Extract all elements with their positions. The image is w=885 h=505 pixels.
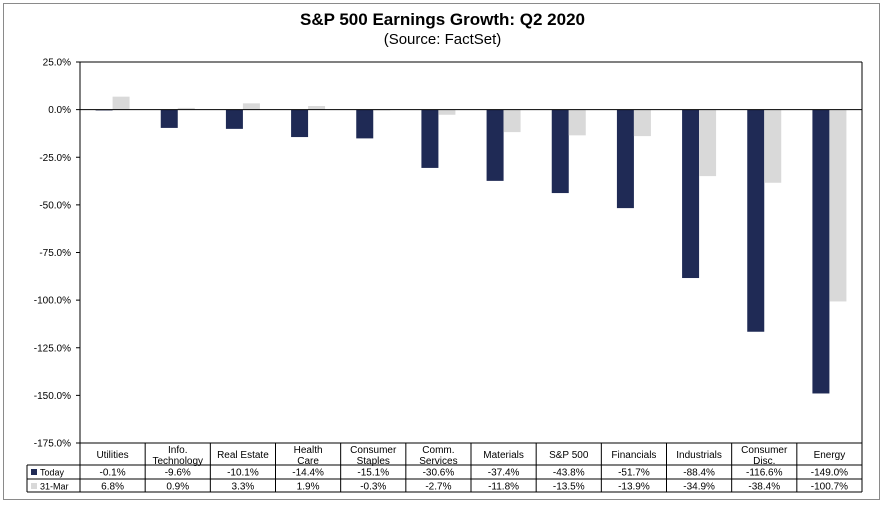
y-tick-label: -125.0% xyxy=(34,343,71,354)
data-table-cell: -37.4% xyxy=(488,468,520,479)
bar-today xyxy=(551,109,569,194)
data-table-cell: -30.6% xyxy=(423,468,455,479)
y-tick-label: 25.0% xyxy=(43,58,71,69)
category-label: Industrials xyxy=(676,450,722,461)
data-table-cell: -0.1% xyxy=(100,468,126,479)
data-table-cell: -38.4% xyxy=(748,482,780,493)
legend-label-today: Today xyxy=(40,468,65,478)
chart-title: S&P 500 Earnings Growth: Q2 2020 xyxy=(299,10,585,29)
bar-today xyxy=(682,109,700,279)
bar-31-mar xyxy=(308,106,326,110)
bar-today xyxy=(812,109,830,394)
data-table-cell: 1.9% xyxy=(297,482,320,493)
category-label: Health xyxy=(294,445,323,456)
category-label: Materials xyxy=(483,450,524,461)
data-table-cell: 0.9% xyxy=(166,482,189,493)
category-label: Consumer xyxy=(350,445,397,456)
bar-31-mar xyxy=(829,109,847,302)
category-label: Technology xyxy=(152,456,203,467)
bar-31-mar xyxy=(699,109,717,177)
bar-31-mar xyxy=(633,109,651,137)
category-label: Financials xyxy=(611,450,656,461)
category-label: Utilities xyxy=(96,450,128,461)
data-table-cell: 6.8% xyxy=(101,482,124,493)
bar-31-mar xyxy=(438,109,456,115)
category-label: Consumer xyxy=(741,445,788,456)
legend-swatch-today xyxy=(31,469,37,475)
bar-today xyxy=(747,109,765,332)
data-table-cell: -13.9% xyxy=(618,482,650,493)
category-label: Care xyxy=(297,456,319,467)
category-label: S&P 500 xyxy=(549,450,589,461)
y-tick-label: -150.0% xyxy=(34,391,71,402)
data-table-cell: -116.6% xyxy=(746,468,783,479)
data-table-cell: -10.1% xyxy=(227,468,259,479)
data-table-cell: -149.0% xyxy=(811,468,848,479)
category-label: Info. xyxy=(168,445,187,456)
bar-today xyxy=(421,109,439,168)
data-table-cell: -43.8% xyxy=(553,468,585,479)
data-table-cell: -15.1% xyxy=(357,468,389,479)
bar-today xyxy=(160,109,178,128)
bar-today xyxy=(486,109,504,181)
data-table-cell: -100.7% xyxy=(811,482,848,493)
data-table-cell: -0.3% xyxy=(360,482,386,493)
legend-swatch-31-mar xyxy=(31,483,37,489)
y-tick-label: 0.0% xyxy=(48,105,71,116)
bar-today xyxy=(225,109,243,129)
data-table-cell: 3.3% xyxy=(232,482,255,493)
y-tick-label: -75.0% xyxy=(39,248,71,259)
category-label: Energy xyxy=(814,450,846,461)
data-table-cell: -51.7% xyxy=(618,468,650,479)
bar-31-mar xyxy=(242,103,260,110)
category-label: Services xyxy=(419,456,457,467)
bar-31-mar xyxy=(568,109,586,136)
bar-31-mar xyxy=(112,96,130,110)
data-table-cell: -34.9% xyxy=(683,482,715,493)
category-label: Disc. xyxy=(753,456,775,467)
chart-frame xyxy=(3,3,880,500)
data-table-cell: -88.4% xyxy=(683,468,715,479)
legend-label-31-mar: 31-Mar xyxy=(40,482,69,492)
bar-31-mar xyxy=(764,109,782,183)
category-label: Staples xyxy=(357,456,390,467)
y-tick-label: -50.0% xyxy=(39,200,71,211)
y-tick-label: -175.0% xyxy=(34,439,71,450)
data-table-cell: -2.7% xyxy=(425,482,451,493)
bar-31-mar xyxy=(503,109,521,133)
category-label: Real Estate xyxy=(217,450,269,461)
category-label: Comm. xyxy=(422,445,454,456)
data-table-cell: -11.8% xyxy=(488,482,519,493)
data-table-cell: -14.4% xyxy=(292,468,324,479)
bar-today xyxy=(291,109,309,138)
y-tick-label: -100.0% xyxy=(34,296,71,307)
data-table-cell: -9.6% xyxy=(165,468,191,479)
data-table-cell: -13.5% xyxy=(553,482,585,493)
y-tick-label: -25.0% xyxy=(39,153,71,164)
bar-today xyxy=(356,109,374,139)
bar-today xyxy=(616,109,634,209)
bar-31-mar xyxy=(177,107,195,110)
chart-subtitle: (Source: FactSet) xyxy=(383,31,502,48)
